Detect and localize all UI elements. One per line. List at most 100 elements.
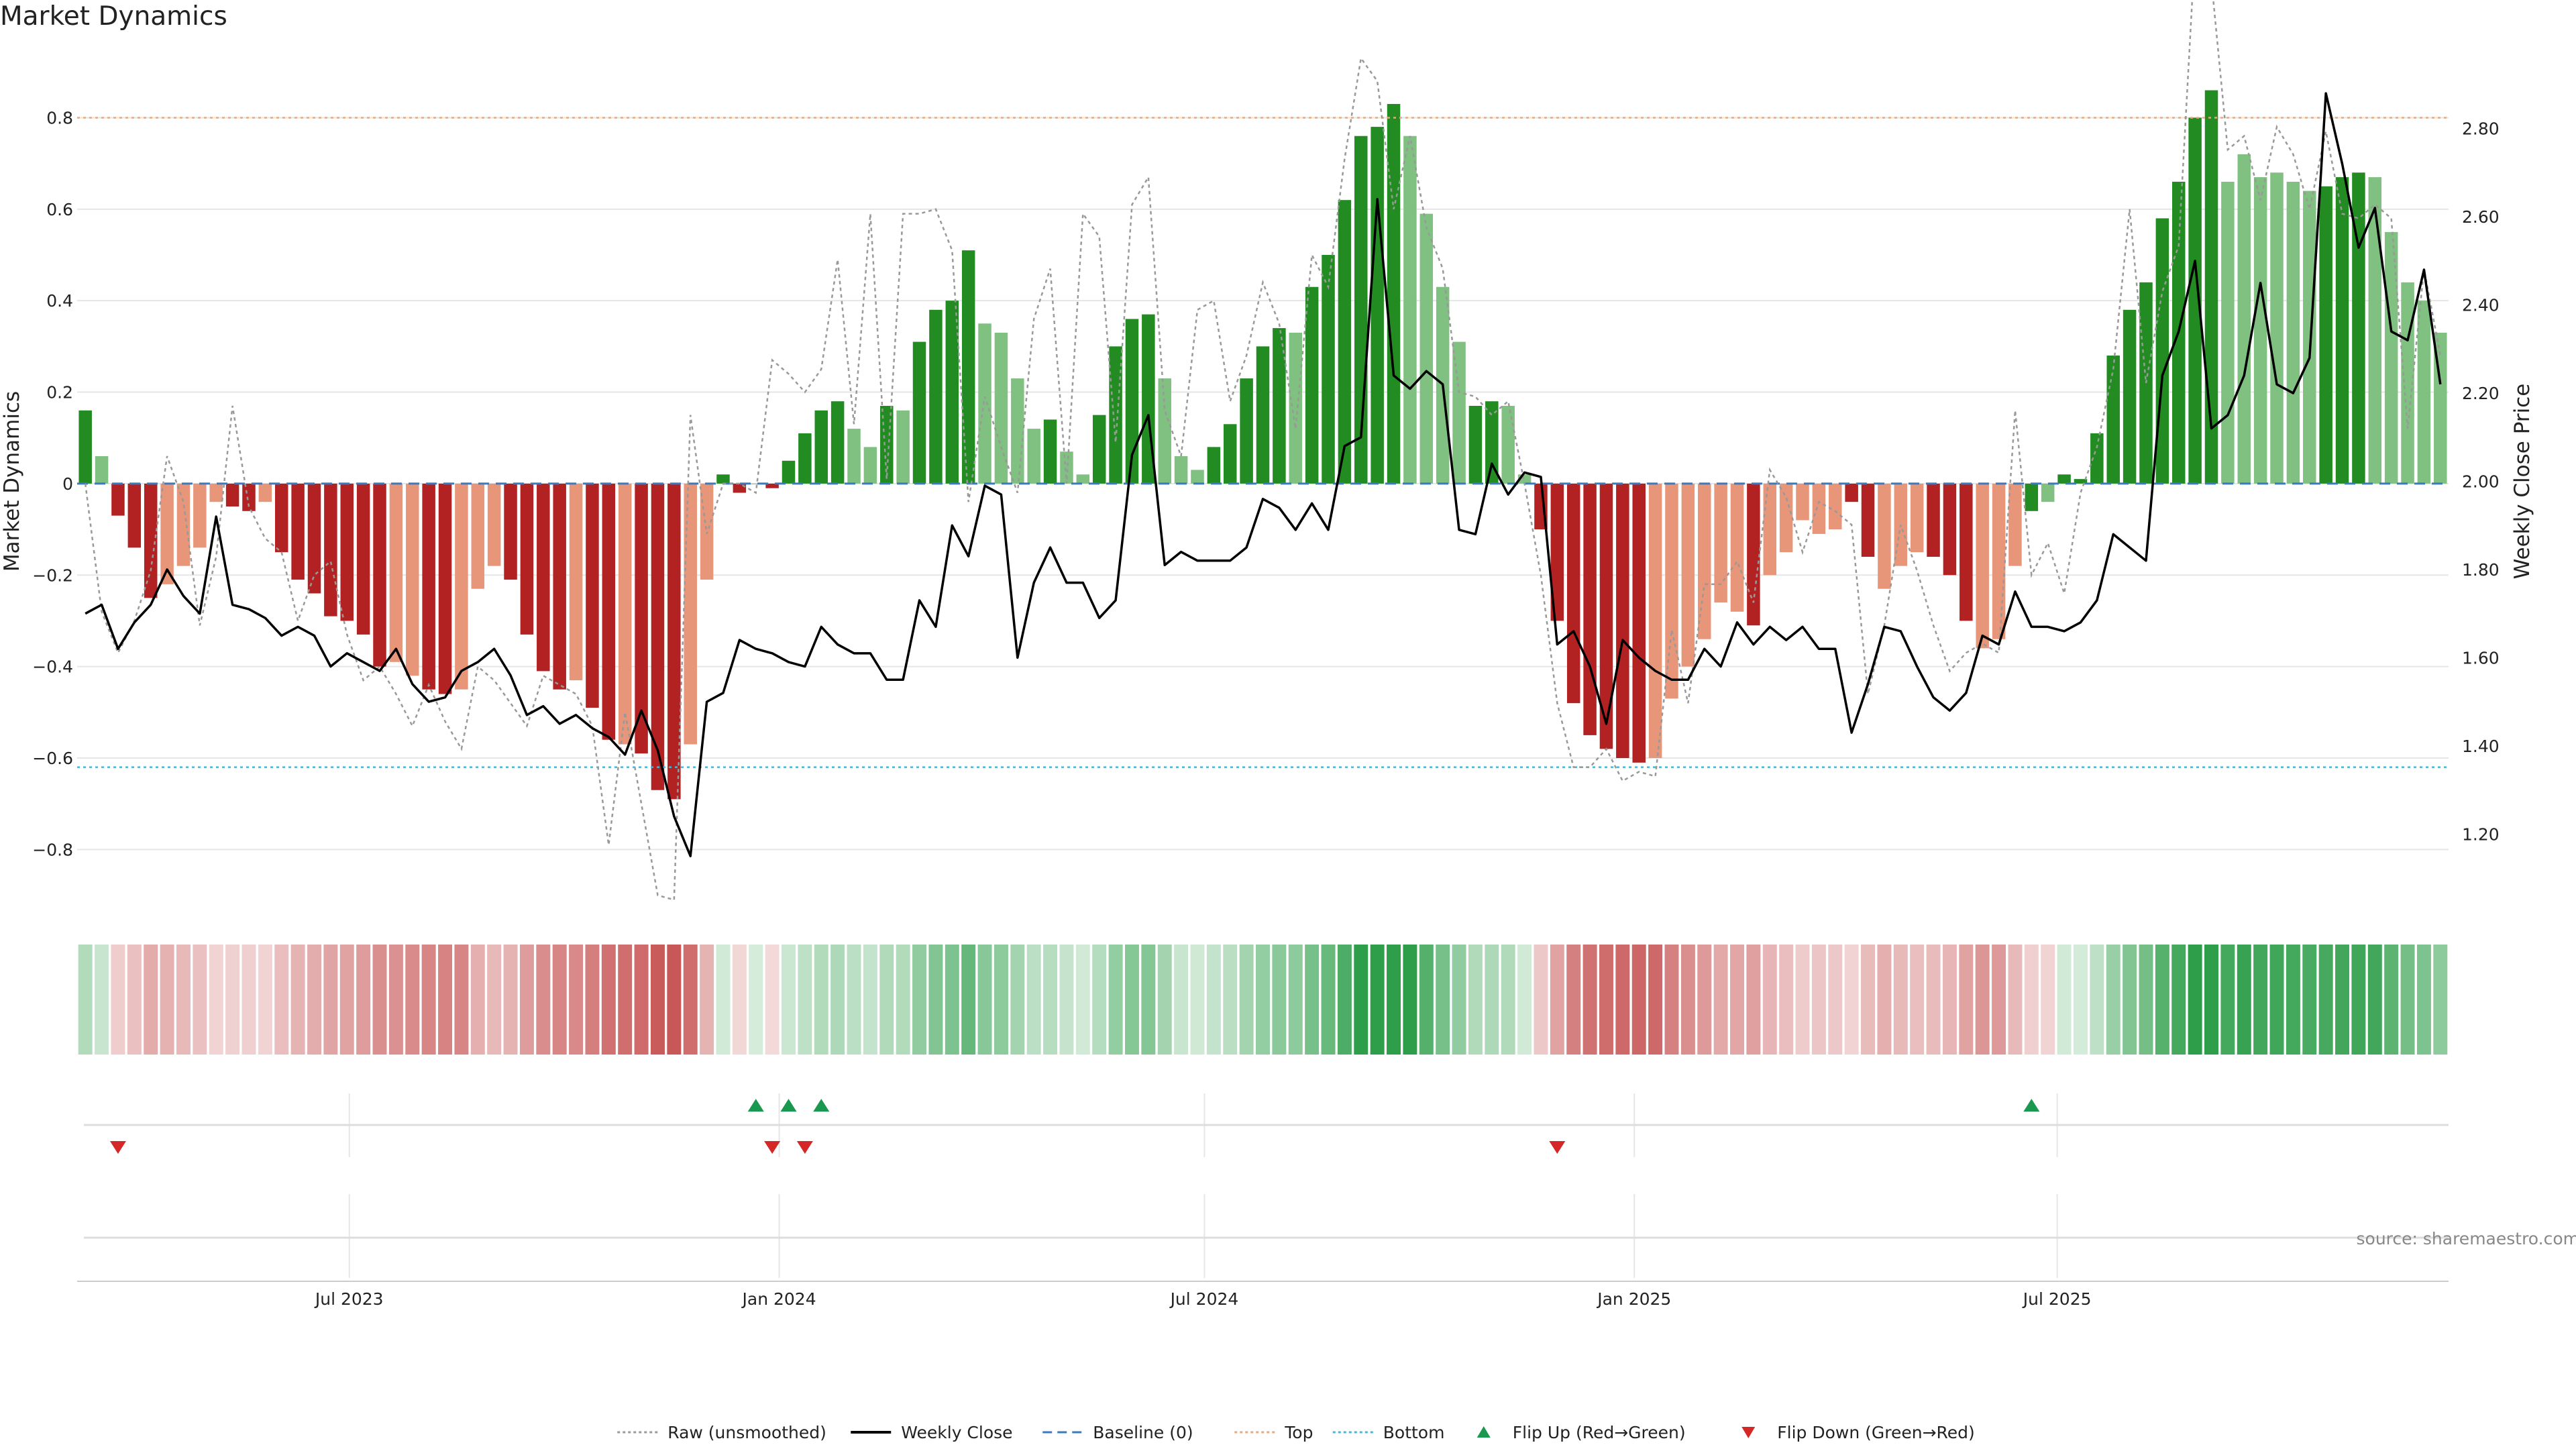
bar xyxy=(1060,451,1073,484)
bar xyxy=(2303,191,2316,484)
bar xyxy=(242,483,256,511)
heatmap-cell xyxy=(503,945,518,1055)
bar xyxy=(1747,483,1760,626)
heatmap-cell xyxy=(2384,945,2399,1055)
heatmap-cell xyxy=(1387,945,1401,1055)
heatmap-cell xyxy=(863,945,877,1055)
heatmap-cell xyxy=(2073,945,2088,1055)
heatmap-cell xyxy=(569,945,584,1055)
bar xyxy=(586,483,599,708)
bar xyxy=(2237,154,2251,484)
flip-down-marker xyxy=(1549,1141,1566,1154)
bar xyxy=(2286,181,2300,484)
heatmap-cell xyxy=(1485,945,1499,1055)
right-tick-label: 2.40 xyxy=(2462,296,2500,315)
bar xyxy=(111,483,125,516)
heatmap-cell xyxy=(765,945,780,1055)
heatmap-cell xyxy=(1861,945,1876,1055)
heatmap-cell xyxy=(1026,945,1041,1055)
heatmap-cell xyxy=(2155,945,2169,1055)
bar xyxy=(471,483,485,589)
heatmap-cell xyxy=(1272,945,1287,1055)
bar xyxy=(1403,136,1417,484)
heatmap-cell xyxy=(519,945,534,1055)
heatmap-cell xyxy=(2269,945,2284,1055)
heatmap-cell xyxy=(176,945,191,1055)
heatmap-cell xyxy=(2106,945,2121,1055)
heatmap-cell xyxy=(2237,945,2251,1055)
bar xyxy=(553,483,566,690)
heatmap-cell xyxy=(1599,945,1613,1055)
bar xyxy=(602,483,616,740)
bar xyxy=(2074,479,2088,484)
heatmap-cell xyxy=(2351,945,2366,1055)
legend-label: Flip Down (Green→Red) xyxy=(1777,1423,1975,1442)
flip-up-marker xyxy=(813,1099,830,1112)
heatmap-cell xyxy=(1256,945,1270,1055)
bar xyxy=(847,429,861,484)
heatmap-cell xyxy=(193,945,207,1055)
heatmap-cell xyxy=(994,945,1008,1055)
bar xyxy=(291,483,305,580)
bar xyxy=(95,456,109,484)
bar xyxy=(2401,282,2414,484)
heatmap-cell xyxy=(1680,945,1695,1055)
heatmap-cell xyxy=(634,945,649,1055)
heatmap-cell xyxy=(487,945,502,1055)
bar xyxy=(2221,181,2235,484)
bar xyxy=(406,483,419,676)
heatmap-cell xyxy=(2008,945,2023,1055)
bar xyxy=(798,433,812,484)
bar xyxy=(814,410,828,484)
heatmap-cell xyxy=(421,945,436,1055)
heatmap-cell xyxy=(1844,945,1859,1055)
bar xyxy=(1191,470,1204,484)
heatmap-cell xyxy=(912,945,927,1055)
heatmap-cell xyxy=(1534,945,1548,1055)
bar xyxy=(1452,341,1466,484)
heatmap-cell xyxy=(438,945,453,1055)
bar xyxy=(2090,433,2104,484)
bar xyxy=(1812,483,1826,534)
x-tick-label: Jan 2024 xyxy=(741,1289,816,1309)
bar xyxy=(1632,483,1646,763)
x-tick-label: Jan 2025 xyxy=(1596,1289,1671,1309)
bar xyxy=(1174,456,1188,484)
heatmap-cell xyxy=(896,945,910,1055)
heatmap-cell xyxy=(1730,945,1744,1055)
bar xyxy=(896,410,910,484)
heatmap-cell xyxy=(405,945,420,1055)
bar xyxy=(880,406,894,484)
bar xyxy=(716,474,730,484)
heatmap-cell xyxy=(1615,945,1630,1055)
bar xyxy=(2335,177,2349,484)
heatmap-cell xyxy=(95,945,109,1055)
legend-item: Bottom xyxy=(1332,1423,1444,1442)
bar xyxy=(2008,483,2022,566)
bar xyxy=(1714,483,1727,603)
bar xyxy=(2188,117,2202,484)
heatmap-cell xyxy=(111,945,125,1055)
bar xyxy=(2434,332,2447,484)
legend-item: Flip Down (Green→Red) xyxy=(1741,1423,1975,1442)
bar xyxy=(765,483,779,488)
bar xyxy=(1043,419,1057,484)
bar xyxy=(635,483,648,754)
bar xyxy=(1223,424,1237,484)
bar xyxy=(929,309,943,484)
bar xyxy=(422,483,435,690)
bar xyxy=(1158,378,1171,484)
bar xyxy=(1697,483,1711,639)
bar xyxy=(782,460,796,484)
heatmap-cell xyxy=(782,945,796,1055)
bar xyxy=(537,483,550,672)
chart-title: Market Dynamics xyxy=(0,1,227,32)
heatmap-cell xyxy=(683,945,698,1055)
heatmap-cell xyxy=(470,945,485,1055)
bar xyxy=(209,483,223,502)
bar xyxy=(651,483,665,790)
right-tick-label: 2.80 xyxy=(2462,119,2500,139)
bar xyxy=(127,483,142,548)
bar xyxy=(618,483,632,745)
heatmap-cell xyxy=(618,945,633,1055)
